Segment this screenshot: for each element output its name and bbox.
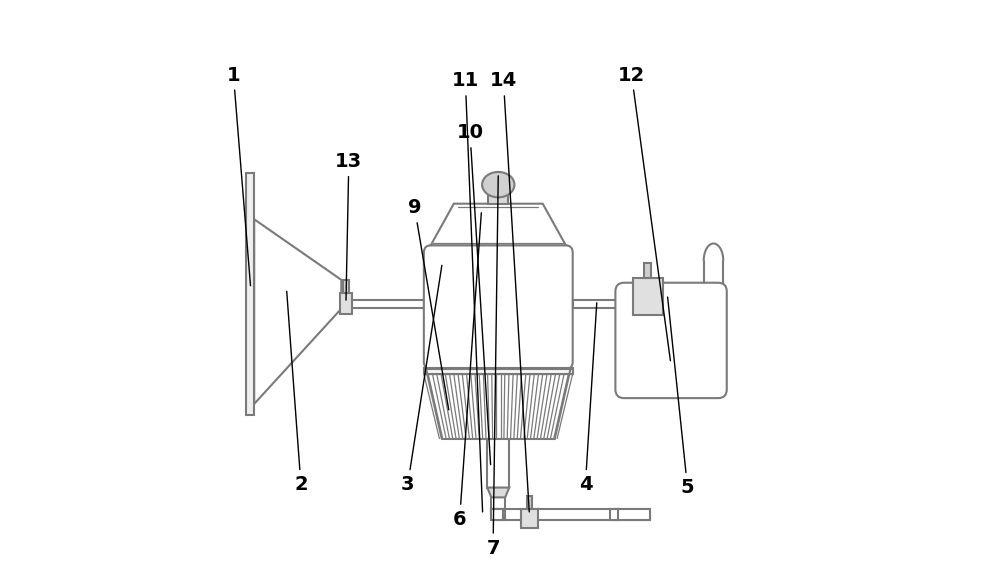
Text: 10: 10 <box>456 123 491 464</box>
Text: 14: 14 <box>490 72 529 512</box>
Bar <box>633 278 663 315</box>
Bar <box>663 300 696 308</box>
Bar <box>491 509 505 520</box>
Text: 2: 2 <box>287 291 308 494</box>
Polygon shape <box>254 219 341 404</box>
Bar <box>503 509 650 520</box>
Text: 12: 12 <box>618 66 670 361</box>
Text: 1: 1 <box>227 66 251 286</box>
Bar <box>246 173 254 415</box>
Text: 11: 11 <box>452 72 483 512</box>
Bar <box>491 509 503 520</box>
Ellipse shape <box>482 172 514 197</box>
Text: 4: 4 <box>579 303 597 494</box>
Bar <box>424 368 573 374</box>
FancyBboxPatch shape <box>615 283 727 398</box>
Bar <box>615 509 650 520</box>
Polygon shape <box>487 488 509 497</box>
Bar <box>487 439 509 488</box>
Bar <box>610 509 618 520</box>
Text: 13: 13 <box>335 152 362 300</box>
Text: 7: 7 <box>486 176 500 557</box>
Bar <box>352 300 425 308</box>
Text: 6: 6 <box>453 213 481 529</box>
Bar <box>527 496 532 509</box>
Text: 9: 9 <box>408 198 449 410</box>
Bar <box>644 263 651 278</box>
Text: 5: 5 <box>668 297 694 497</box>
Bar <box>491 497 505 509</box>
Polygon shape <box>431 204 566 245</box>
Bar <box>573 300 633 308</box>
Bar <box>343 280 349 293</box>
Bar <box>488 191 508 204</box>
Text: 3: 3 <box>401 265 442 494</box>
Bar <box>521 509 538 528</box>
FancyBboxPatch shape <box>424 245 573 369</box>
Bar <box>340 293 352 314</box>
